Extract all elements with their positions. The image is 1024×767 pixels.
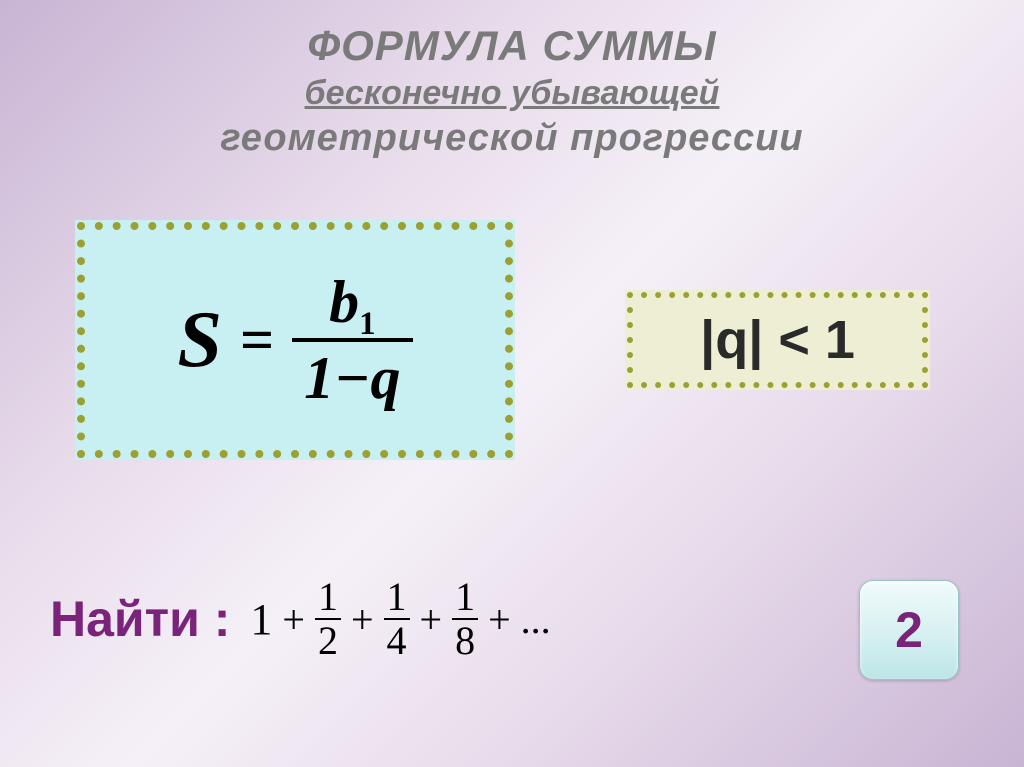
answer-box: 2	[859, 580, 959, 680]
formula-fraction: b1 1−q	[292, 268, 412, 412]
equals-sign: =	[240, 306, 274, 375]
find-label: Найти :	[50, 590, 230, 648]
answer-value: 2	[895, 601, 923, 659]
formula-box: S = b1 1−q	[75, 220, 515, 460]
condition-text: |q| < 1	[700, 309, 855, 371]
title-line-2: бесконечно убывающей	[0, 74, 1024, 113]
title-line-3: геометрической прогрессии	[0, 117, 1024, 160]
series-expression: 1+12+14+18+...	[250, 580, 550, 658]
formula-lhs: S	[177, 295, 222, 386]
find-row: Найти : 1+12+14+18+...	[50, 580, 551, 658]
title-line-1: ФОРМУЛА СУММЫ	[0, 22, 1024, 70]
fraction-bar	[292, 338, 412, 342]
condition-box: |q| < 1	[625, 290, 930, 390]
slide-title: ФОРМУЛА СУММЫ бесконечно убывающей геоме…	[0, 0, 1024, 160]
formula-numerator: b1	[317, 268, 388, 336]
formula-denominator: 1−q	[292, 344, 412, 412]
sum-formula: S = b1 1−q	[177, 268, 412, 412]
